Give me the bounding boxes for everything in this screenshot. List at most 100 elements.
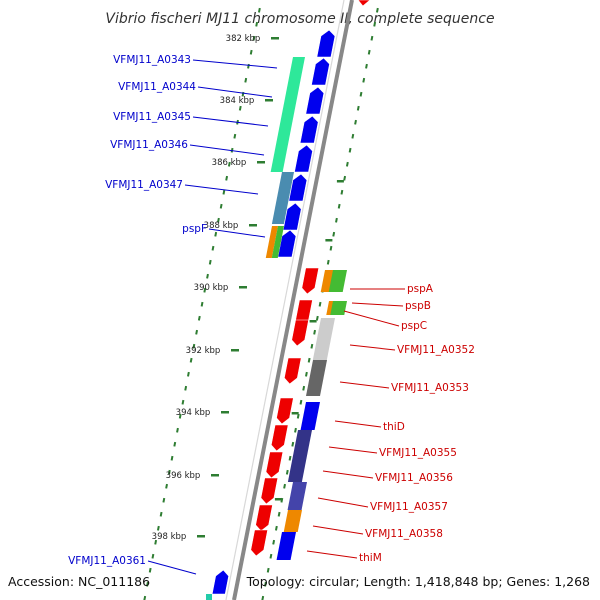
- leader-line: [189, 144, 265, 156]
- leader-line: [322, 470, 374, 479]
- scale-tick: [197, 535, 205, 538]
- tick-dot: [359, 91, 363, 97]
- cds-bar: [287, 430, 312, 482]
- cds-bar: [276, 532, 296, 560]
- gene-label-vfmj11_a0344: VFMJ11_A0344: [118, 81, 196, 93]
- tick-dot: [217, 217, 220, 223]
- gene-labels: VFMJ11_A0343 VFMJ11_A0344 VFMJ11_A0345 VFMJ…: [68, 54, 475, 567]
- cds-bar: [287, 482, 307, 510]
- tick-dot: [222, 189, 226, 195]
- leader-line: [343, 310, 400, 327]
- tick-dot: [195, 329, 199, 335]
- scale-label-394: 394 kbp: [176, 408, 211, 418]
- tick-dot: [203, 287, 207, 293]
- cds-bar: [300, 402, 320, 430]
- backbone-line-inner: [225, 0, 345, 600]
- forward-cds-arrow: [316, 29, 336, 58]
- reverse-cds-arrow: [301, 267, 320, 295]
- gene-label-vfmj11_a0355: VFMJ11_A0355: [379, 447, 457, 459]
- reverse-cds-arrow: [255, 504, 273, 532]
- tick-dot: [266, 567, 270, 573]
- leader-line: [147, 560, 197, 575]
- cds-bar-orange: [265, 226, 278, 258]
- cds-bar: [283, 510, 302, 532]
- scale-label-398: 398 kbp: [152, 532, 187, 542]
- forward-cds-arrow: [311, 57, 330, 86]
- tick-dot: [159, 511, 163, 517]
- tick-dot: [211, 245, 215, 251]
- tick-dot: [238, 105, 242, 111]
- cds-bar-steel: [271, 172, 294, 224]
- tick-dot: [318, 301, 322, 307]
- leader-line: [197, 86, 273, 98]
- scale-label-396: 396 kbp: [166, 471, 201, 481]
- tick-dot: [227, 161, 231, 167]
- gene-label-vfmj11_a0347: VFMJ11_A0347: [105, 179, 183, 191]
- tick-dot: [337, 203, 341, 209]
- tick-dot: [332, 231, 336, 237]
- leader-line: [349, 344, 396, 351]
- tick-dash: [325, 239, 333, 242]
- tick-dot: [274, 525, 278, 531]
- tick-dot: [307, 357, 311, 363]
- tick-dot: [329, 245, 333, 251]
- scale-label-392: 392 kbp: [186, 346, 221, 356]
- leader-line: [328, 446, 378, 454]
- tick-dot: [247, 63, 250, 69]
- leader-line: [306, 550, 358, 559]
- tick-dot: [214, 231, 218, 237]
- scale-tick: [221, 411, 229, 414]
- forward-cds-arrow: [288, 173, 308, 202]
- tick-dot: [326, 259, 330, 265]
- leader-line: [334, 420, 382, 428]
- tick-dot: [373, 21, 377, 27]
- leader-line: [339, 381, 390, 389]
- gene-label-vfmj11_a0353: VFMJ11_A0353: [391, 382, 469, 394]
- tick-dot: [362, 77, 366, 83]
- gene-label-vfmj11_a0356: VFMJ11_A0356: [375, 472, 453, 484]
- tick-dot: [354, 119, 357, 125]
- leader-line: [351, 302, 404, 307]
- cds-bar: [206, 594, 212, 600]
- tick-dot: [219, 203, 223, 209]
- tick-dot: [187, 371, 190, 377]
- reverse-cds-arrow: [276, 397, 294, 425]
- tick-dot: [170, 455, 174, 461]
- sequence-backbone: [225, 0, 354, 600]
- tick-dot: [257, 7, 261, 13]
- forward-cds-arrow: [299, 115, 319, 144]
- tick-dot: [146, 581, 149, 587]
- gene-label-pspc: pspC: [401, 320, 427, 332]
- gene-label-vfmj11_a0346: VFMJ11_A0346: [110, 139, 188, 151]
- cds-bar: [306, 360, 327, 396]
- tick-dot: [288, 455, 292, 461]
- cds-bar-green: [270, 57, 305, 172]
- scale-label-390: 390 kbp: [194, 283, 229, 293]
- tick-dot: [269, 553, 273, 559]
- tick-dot: [176, 427, 179, 433]
- tick-dot: [272, 539, 276, 545]
- tick-dash: [336, 180, 344, 183]
- tick-dot: [305, 371, 308, 377]
- map-title: Vibrio fischeri MJ11 chromosome II, comp…: [105, 11, 494, 27]
- gene-label-pspb: pspB: [405, 300, 431, 312]
- leader-line: [184, 184, 259, 195]
- scale-label-388: 388 kbp: [204, 221, 239, 231]
- tick-dot: [365, 63, 368, 69]
- scale-label-382: 382 kbp: [226, 34, 261, 44]
- tick-dot: [343, 175, 347, 181]
- tick-dot: [291, 441, 295, 447]
- scale-tick: [257, 161, 265, 164]
- feature-track: [206, 0, 371, 600]
- reverse-cds-arrow: [265, 451, 284, 479]
- tick-dot: [249, 49, 253, 55]
- reverse-cds-arrow: [250, 529, 269, 557]
- leader-line: [317, 497, 369, 508]
- tick-dot: [277, 511, 281, 517]
- cds-bar-green2: [271, 226, 284, 258]
- scale-tick: [239, 286, 247, 289]
- tick-dot-rings: [143, 7, 379, 600]
- forward-cds-arrow: [211, 569, 230, 595]
- gene-label-pspf: pspF: [182, 223, 207, 235]
